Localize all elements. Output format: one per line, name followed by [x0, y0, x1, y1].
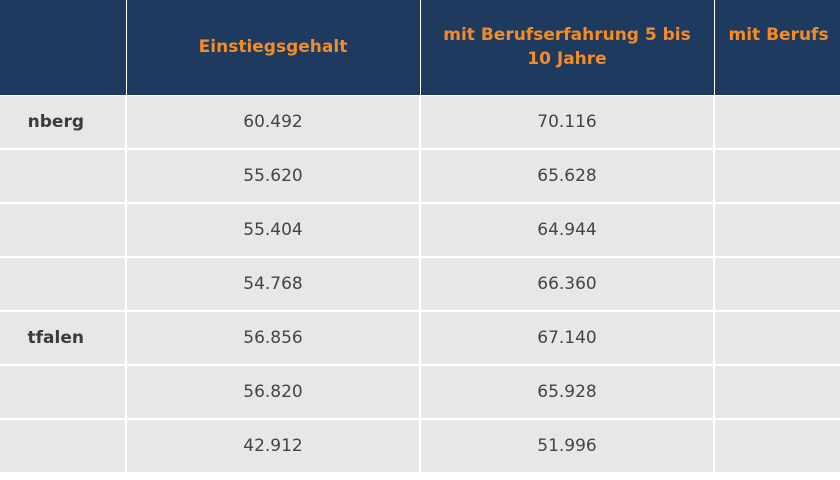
table-header: Einstiegsgehalt mit Berufserfahrung 5 bi…	[0, 0, 840, 96]
header-region	[0, 0, 127, 96]
region-cell	[0, 149, 127, 204]
experience-5-10-cell: 70.116	[420, 95, 715, 150]
header-experience-more-line1: mit Berufs	[728, 25, 829, 46]
experience-more-cell: 8	[714, 95, 840, 150]
experience-more-cell: 6	[714, 419, 840, 474]
region-cell: nberg	[0, 95, 127, 150]
experience-5-10-cell: 66.360	[420, 257, 715, 312]
table-row: nberg 60.492 70.116 8	[0, 95, 840, 150]
entry-salary-cell: 56.856	[126, 311, 421, 366]
experience-5-10-cell: 65.628	[420, 149, 715, 204]
header-row: Einstiegsgehalt mit Berufserfahrung 5 bi…	[0, 0, 840, 96]
experience-more-cell: 7	[714, 149, 840, 204]
entry-salary-cell: 55.404	[126, 203, 421, 258]
entry-salary-cell: 55.620	[126, 149, 421, 204]
experience-more-cell: 7	[714, 203, 840, 258]
experience-more-cell: 7	[714, 365, 840, 420]
entry-salary-cell: 42.912	[126, 419, 421, 474]
table-row: 56.820 65.928 7	[0, 365, 840, 420]
experience-more-cell: 7	[714, 257, 840, 312]
table-row: tfalen 56.856 67.140 7	[0, 311, 840, 366]
header-experience-5-10: mit Berufserfahrung 5 bis 10 Jahre	[420, 0, 715, 96]
region-cell	[0, 257, 127, 312]
entry-salary-cell: 60.492	[126, 95, 421, 150]
header-experience-more: mit Berufs J	[714, 0, 840, 96]
region-cell	[0, 419, 127, 474]
header-entry-salary: Einstiegsgehalt	[126, 0, 421, 96]
experience-5-10-cell: 51.996	[420, 419, 715, 474]
header-experience-more-line2: J	[729, 47, 840, 71]
region-cell: tfalen	[0, 311, 127, 366]
experience-5-10-cell: 64.944	[420, 203, 715, 258]
table-body: nberg 60.492 70.116 8 55.620 65.628 7 55…	[0, 95, 840, 474]
table-row: 55.404 64.944 7	[0, 203, 840, 258]
entry-salary-cell: 56.820	[126, 365, 421, 420]
region-cell	[0, 203, 127, 258]
entry-salary-cell: 54.768	[126, 257, 421, 312]
experience-5-10-cell: 67.140	[420, 311, 715, 366]
table-row: 55.620 65.628 7	[0, 149, 840, 204]
table-row: 54.768 66.360 7	[0, 257, 840, 312]
experience-5-10-cell: 65.928	[420, 365, 715, 420]
table-row: 42.912 51.996 6	[0, 419, 840, 474]
region-cell	[0, 365, 127, 420]
experience-more-cell: 7	[714, 311, 840, 366]
